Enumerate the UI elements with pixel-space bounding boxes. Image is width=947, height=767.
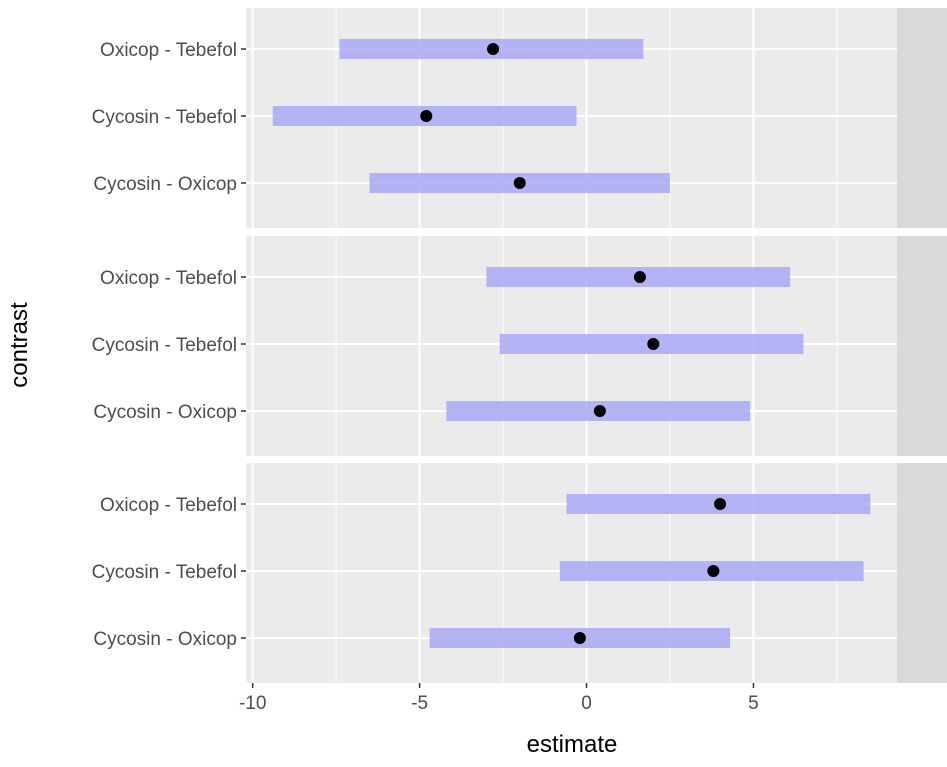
strip-background [897,463,947,683]
facet-strip: PATOGENO: Neopestalotiopsis [897,463,947,683]
strip-background [897,236,947,456]
y-tick-label: Cycosin - Oxicop [93,174,237,195]
y-tick-label: Cycosin - Oxicop [93,629,237,650]
y-tick-label: Cycosin - Tebefol [92,562,237,583]
estimate-point [573,632,586,644]
panels-layer: Oxicop - Tebefol Cycosin - Tebefol Cycosin… [92,8,947,683]
strip-background [897,8,947,228]
x-tick-label: 0 [581,693,592,714]
estimate-point [513,177,526,189]
y-tick-label: Oxicop - Tebefol [100,495,237,516]
facet-strip: PATOGENO: Botrytis [897,8,947,228]
estimate-point [714,498,727,510]
x-axis: -10 -5 0 5 [239,683,759,714]
estimate-point [707,565,720,577]
y-tick-label: Oxicop - Tebefol [100,268,237,289]
estimate-point [633,271,646,283]
estimate-point [593,405,606,417]
y-axis-title: contrast [6,302,33,388]
y-tick-label: Cycosin - Oxicop [93,402,237,423]
facet-panel: Oxicop - Tebefol Cycosin - Tebefol Cycosin… [92,236,947,456]
facet-panel: Oxicop - Tebefol Cycosin - Tebefol Cycosin… [92,463,947,683]
x-tick-label: 5 [748,693,759,714]
y-tick-label: Cycosin - Tebefol [92,107,237,128]
x-tick-label: -5 [411,693,428,714]
x-axis-title: estimate [527,731,618,758]
estimate-point [487,43,500,55]
facet-strip: PATOGENO: Colletotrichum [897,236,947,456]
estimate-point [420,110,433,122]
y-tick-label: Oxicop - Tebefol [100,40,237,61]
estimate-point [647,338,660,350]
x-tick-label: -10 [239,693,266,714]
facet-panel: Oxicop - Tebefol Cycosin - Tebefol Cycosin… [92,8,947,228]
y-tick-label: Cycosin - Tebefol [92,335,237,356]
